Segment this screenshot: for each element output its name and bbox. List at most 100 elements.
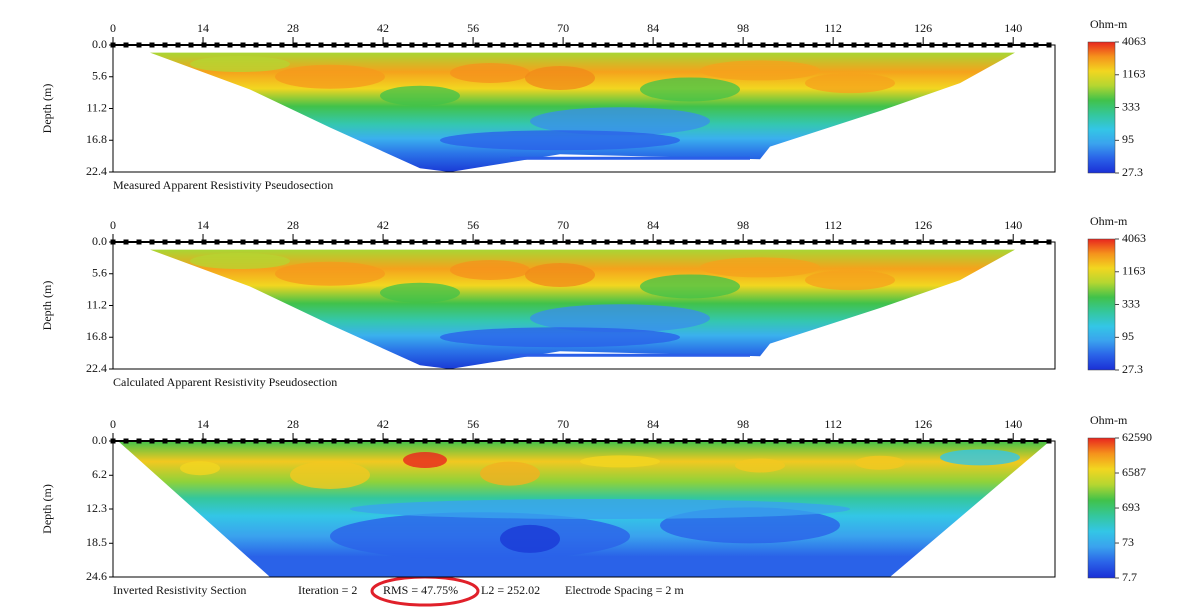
field-blob [450,259,530,280]
x-tick-label: 84 [647,218,659,232]
x-tick-label: 140 [1004,417,1022,431]
electrode [565,42,571,48]
x-tick-label: 70 [557,21,569,35]
electrode [1046,239,1052,245]
electrode [188,438,194,444]
electrode [656,42,662,48]
electrode [253,239,259,245]
electrode [825,438,831,444]
electrode [903,42,909,48]
x-tick-label: 28 [287,218,299,232]
electrode [604,239,610,245]
electrode [305,42,311,48]
electrode [539,239,545,245]
electrode [1007,239,1013,245]
electrode [422,42,428,48]
panel-title: Calculated Apparent Resistivity Pseudose… [113,375,337,389]
panel-title: Measured Apparent Resistivity Pseudosect… [113,178,333,192]
electrode [201,42,207,48]
electrode [227,42,233,48]
x-tick-label: 112 [824,21,842,35]
x-tick-label: 14 [197,417,209,431]
electrode [695,42,701,48]
colorbar [1087,238,1116,371]
y-tick-label: 24.6 [86,569,107,583]
y-tick-label: 0.0 [92,37,107,51]
electrode [409,42,415,48]
field-streak [510,353,750,357]
electrode [968,239,974,245]
electrode [643,438,649,444]
electrode [617,42,623,48]
electrode [162,239,168,245]
y-tick-label: 16.8 [86,329,107,343]
electrode [994,438,1000,444]
electrode [890,42,896,48]
field-blob [640,274,740,299]
x-tick-label: 98 [737,21,749,35]
electrode [123,438,129,444]
electrode [903,438,909,444]
electrode [630,42,636,48]
electrode [240,239,246,245]
x-tick-label: 56 [467,21,479,35]
electrode [357,42,363,48]
field-blob [190,253,290,270]
electrode [682,239,688,245]
electrode [747,239,753,245]
electrode [1020,42,1026,48]
electrode [695,239,701,245]
field-blob [275,261,385,286]
panel-title: Inverted Resistivity Section [113,583,246,597]
electrode [318,239,324,245]
x-tick-label: 0 [110,21,116,35]
electrode [916,438,922,444]
electrode [994,239,1000,245]
electrode [409,438,415,444]
electrode [851,239,857,245]
electrode [708,42,714,48]
electrode [266,239,272,245]
electrode [578,438,584,444]
electrode [734,438,740,444]
electrode [799,438,805,444]
electrode [396,438,402,444]
electrode [370,239,376,245]
colorbar-tick-label: 95 [1122,132,1134,146]
x-tick-label: 56 [467,218,479,232]
electrode [188,239,194,245]
field-blob [530,107,710,136]
electrode [344,42,350,48]
electrode [968,42,974,48]
electrode [175,239,181,245]
electrode [721,42,727,48]
colorbar-tick-label: 1163 [1122,264,1146,278]
y-axis-label: Depth (m) [40,281,54,331]
electrode [968,438,974,444]
electrode [552,438,558,444]
x-tick-label: 84 [647,417,659,431]
electrode [136,239,142,245]
electrode [890,438,896,444]
electrode [981,42,987,48]
electrode [149,239,155,245]
x-tick-label: 126 [914,21,932,35]
field-blob [580,455,660,468]
y-tick-label: 6.2 [92,467,107,481]
electrode [357,438,363,444]
electrode [799,239,805,245]
electrode [526,438,532,444]
electrode [591,239,597,245]
electrode [721,239,727,245]
x-tick-label: 28 [287,417,299,431]
electrode [175,438,181,444]
colorbar-tick-label: 73 [1122,535,1134,549]
electrode [370,42,376,48]
colorbar-tick-label: 95 [1122,329,1134,343]
electrode [279,438,285,444]
electrode [513,438,519,444]
electrode [292,239,298,245]
field-blob [290,461,370,489]
y-tick-label: 22.4 [86,361,107,375]
electrode [747,438,753,444]
